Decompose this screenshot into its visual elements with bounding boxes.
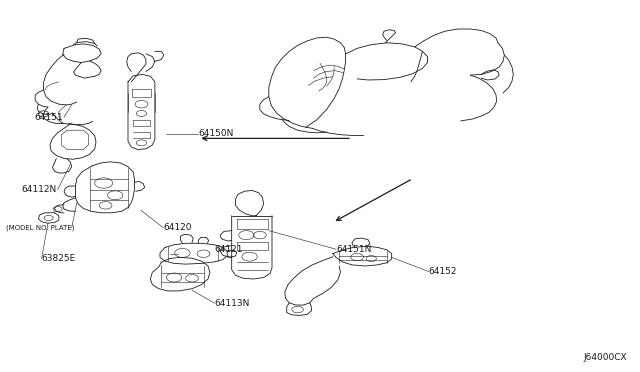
Text: 64150N: 64150N xyxy=(198,129,234,138)
Text: 64113N: 64113N xyxy=(214,299,250,308)
Text: 64121: 64121 xyxy=(214,245,243,254)
Text: 64112N: 64112N xyxy=(21,185,56,194)
Text: 64151N: 64151N xyxy=(336,245,371,254)
Text: 64151: 64151 xyxy=(34,113,63,122)
Text: (MODEL NO. PLATE): (MODEL NO. PLATE) xyxy=(6,224,75,231)
Text: 64120: 64120 xyxy=(163,223,192,232)
Text: J64000CX: J64000CX xyxy=(584,353,627,362)
Text: 63825E: 63825E xyxy=(42,254,76,263)
Text: 64152: 64152 xyxy=(429,267,458,276)
